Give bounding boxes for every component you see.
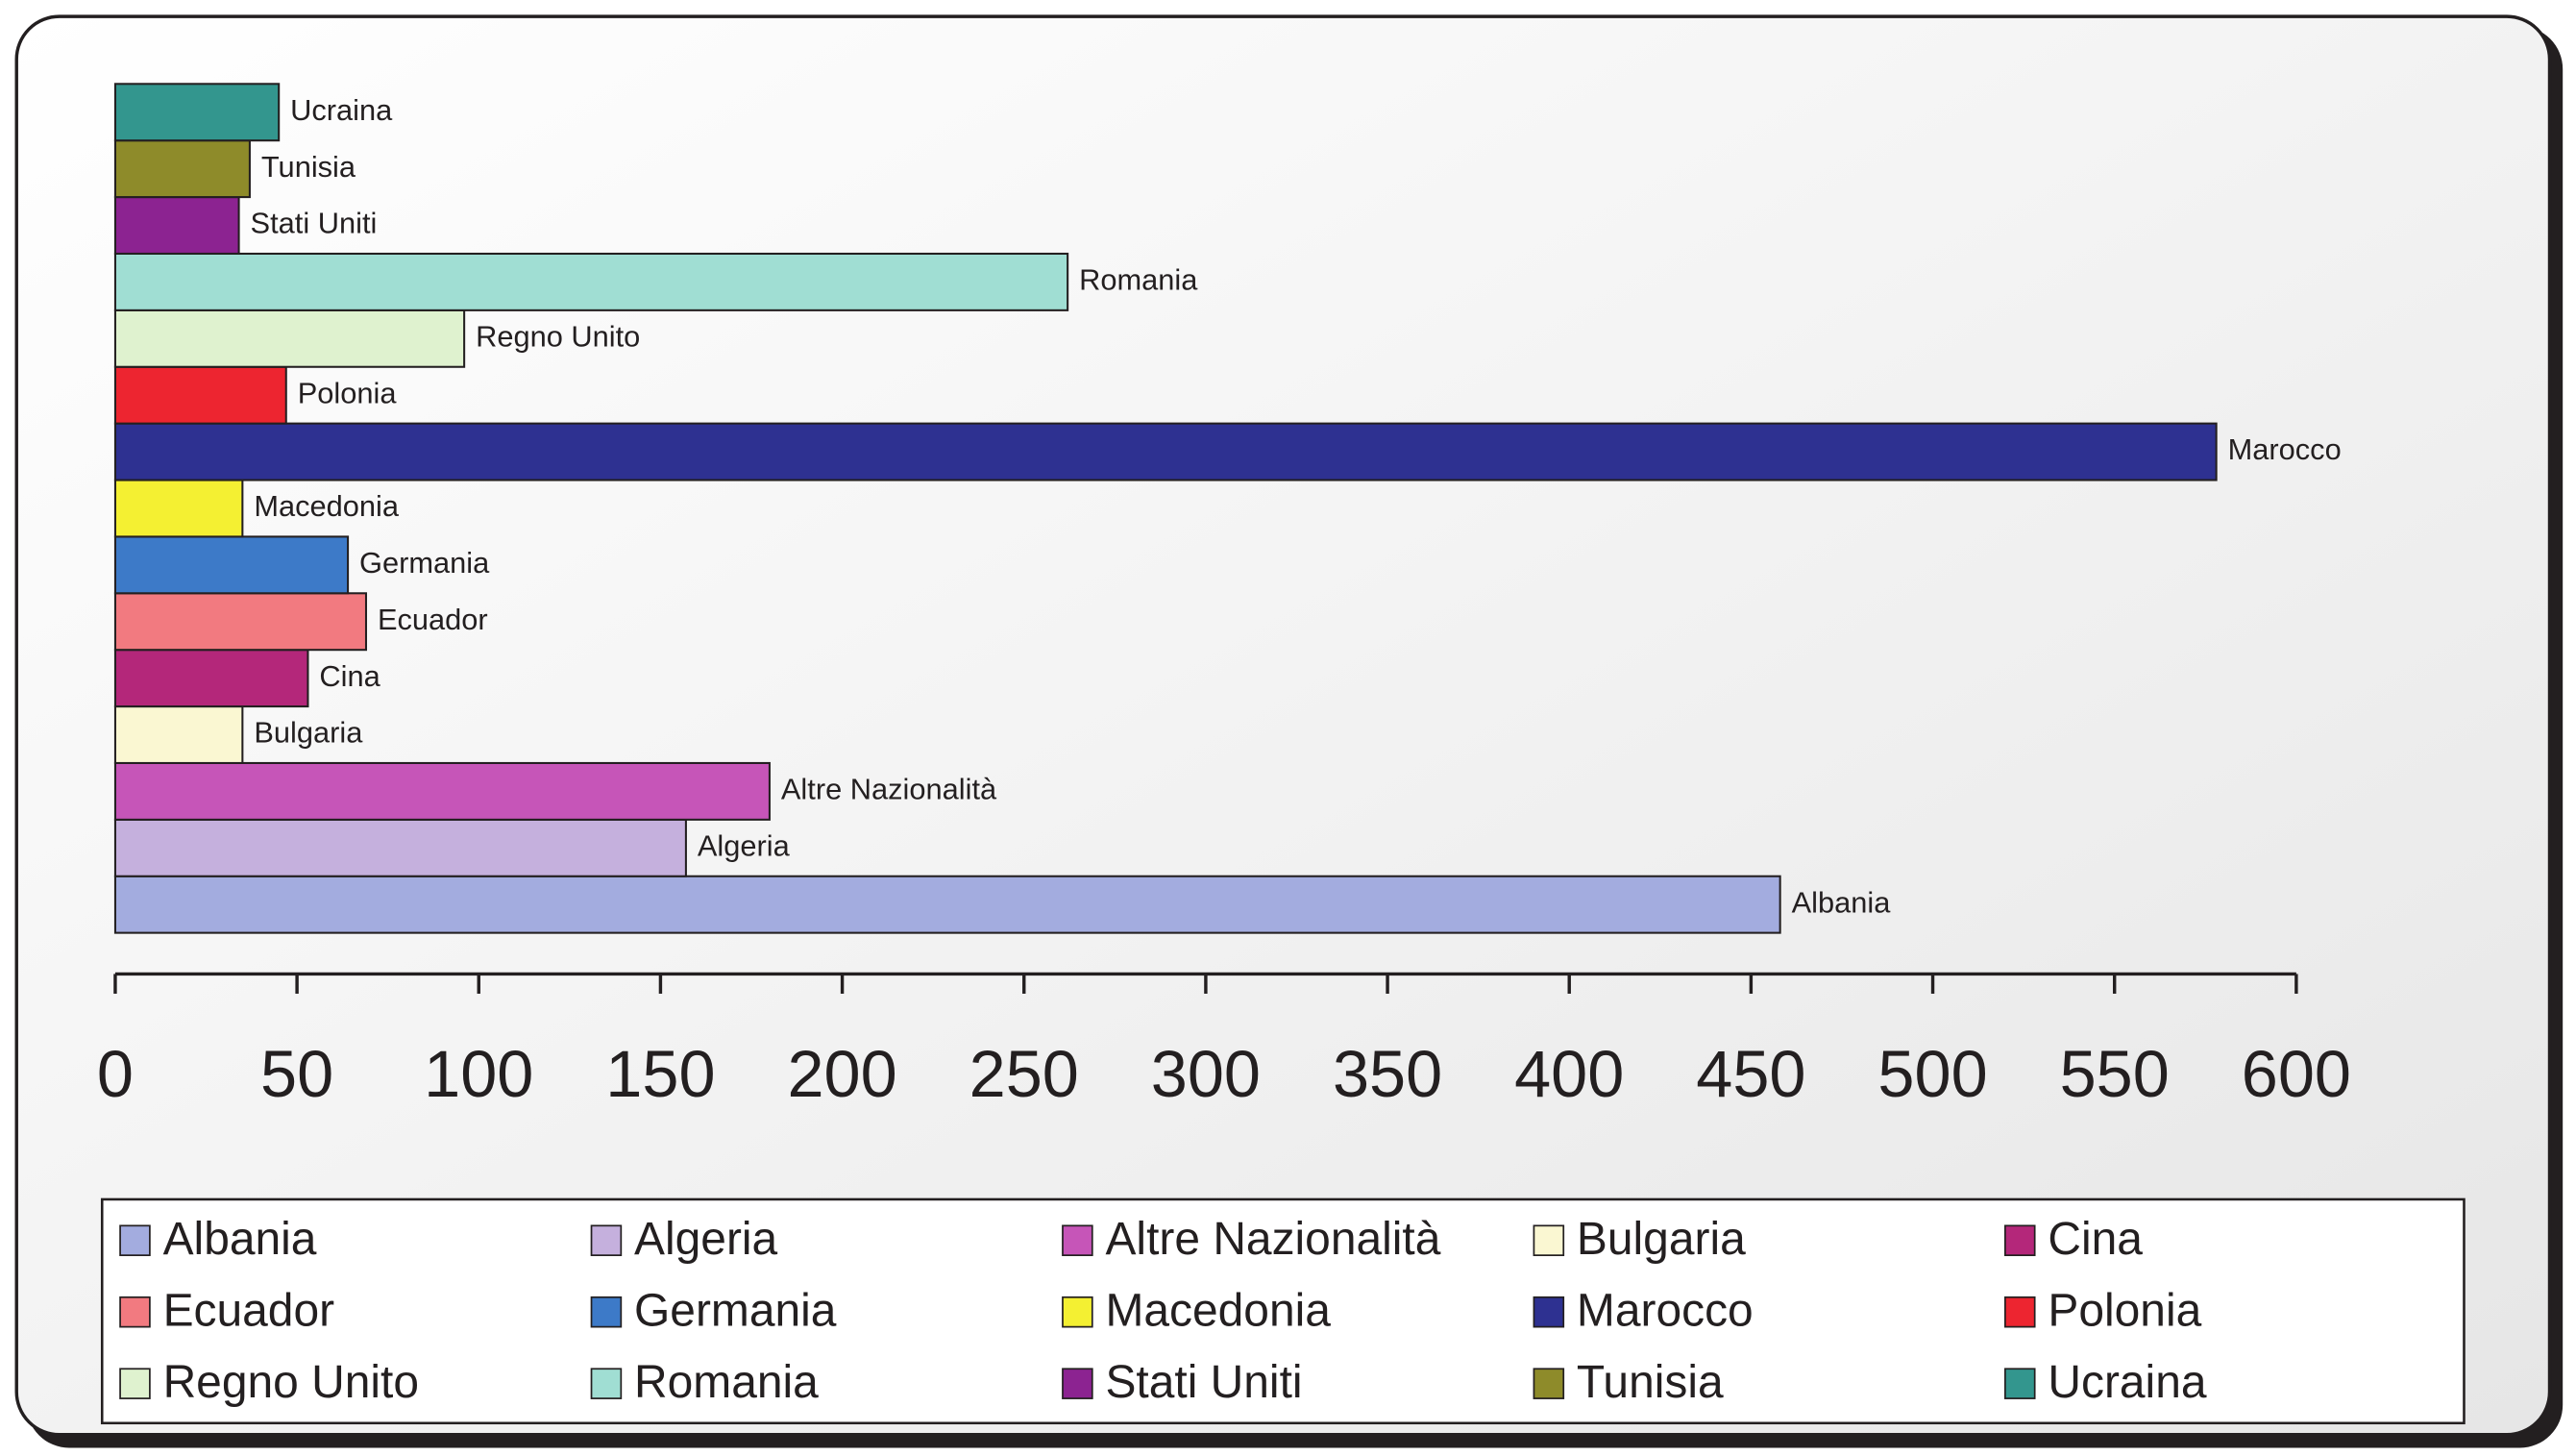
bar-label: Polonia — [298, 376, 398, 409]
x-tick-label: 200 — [787, 1037, 896, 1111]
legend-label: Ucraina — [2048, 1357, 2206, 1408]
x-tick-label: 500 — [1877, 1037, 1987, 1111]
bar-label: Bulgaria — [254, 716, 363, 750]
bar-label: Ecuador — [378, 603, 488, 636]
bar-label: Regno Unito — [476, 319, 640, 353]
legend-label: Bulgaria — [1577, 1214, 1746, 1265]
legend-swatch — [2004, 1224, 2036, 1257]
legend-swatch — [119, 1296, 151, 1328]
legend-swatch — [1062, 1296, 1093, 1328]
legend-label: Polonia — [2048, 1286, 2201, 1337]
bar-label: Marocco — [2228, 432, 2342, 466]
x-tick-label: 250 — [969, 1037, 1079, 1111]
bar — [113, 196, 240, 255]
legend-swatch — [1533, 1296, 1565, 1328]
bar — [113, 818, 687, 877]
legend-label: Regno Unito — [163, 1357, 419, 1408]
bar — [113, 479, 244, 538]
x-tick-label: 150 — [605, 1037, 715, 1111]
legend-label: Romania — [634, 1357, 819, 1408]
bar-label: Macedonia — [254, 489, 400, 523]
bar-label: Altre Nazionalità — [781, 773, 997, 806]
bar-label: Algeria — [698, 828, 791, 862]
legend-label: Ecuador — [163, 1286, 335, 1337]
bar-label: Tunisia — [261, 150, 356, 184]
legend-label: Macedonia — [1105, 1286, 1331, 1337]
x-tick-label: 400 — [1514, 1037, 1624, 1111]
bar — [113, 308, 466, 368]
legend-swatch — [2004, 1296, 2036, 1328]
legend-label: Germania — [634, 1286, 837, 1337]
x-tick-label: 550 — [2060, 1037, 2170, 1111]
bar — [113, 705, 244, 764]
x-tick-label: 350 — [1333, 1037, 1442, 1111]
x-tick-label: 50 — [260, 1037, 333, 1111]
x-tick-label: 300 — [1151, 1037, 1261, 1111]
bar-label: Cina — [319, 659, 380, 693]
x-tick-label: 600 — [2242, 1037, 2351, 1111]
legend-swatch — [1533, 1368, 1565, 1399]
legend-swatch — [1062, 1224, 1093, 1257]
bar — [113, 365, 287, 425]
legend-label: Stati Uniti — [1105, 1357, 1302, 1408]
bar — [113, 422, 2218, 481]
bar — [113, 252, 1069, 311]
legend-label: Algeria — [634, 1214, 778, 1265]
legend-swatch — [590, 1224, 623, 1257]
legend-label: Albania — [163, 1214, 317, 1265]
x-tick-label: 450 — [1696, 1037, 1805, 1111]
bar-label: Albania — [1792, 885, 1892, 919]
legend-swatch — [119, 1224, 151, 1257]
bar — [113, 875, 1781, 934]
legend-swatch — [119, 1368, 151, 1399]
bar — [113, 83, 281, 142]
legend-swatch — [2004, 1368, 2036, 1399]
bar — [113, 761, 771, 821]
legend-label: Marocco — [1577, 1286, 1754, 1337]
legend-label: Altre Nazionalità — [1105, 1214, 1440, 1265]
legend-swatch — [590, 1296, 623, 1328]
legend-box — [100, 1197, 2466, 1425]
legend-swatch — [590, 1368, 623, 1399]
legend-swatch — [1062, 1368, 1093, 1399]
x-tick-label: 0 — [97, 1037, 134, 1111]
bar — [113, 592, 368, 652]
legend-swatch — [1533, 1224, 1565, 1257]
bar-label: Romania — [1079, 263, 1198, 297]
bar-label: Germania — [359, 546, 490, 580]
bar — [113, 139, 251, 199]
legend-label: Tunisia — [1577, 1357, 1724, 1408]
bar-label: Ucraina — [290, 93, 393, 127]
frame — [14, 14, 2552, 1437]
legend-label: Cina — [2048, 1214, 2143, 1265]
x-tick-label: 100 — [424, 1037, 533, 1111]
bar-label: Stati Uniti — [251, 207, 378, 240]
bar — [113, 649, 309, 708]
bar — [113, 535, 350, 595]
